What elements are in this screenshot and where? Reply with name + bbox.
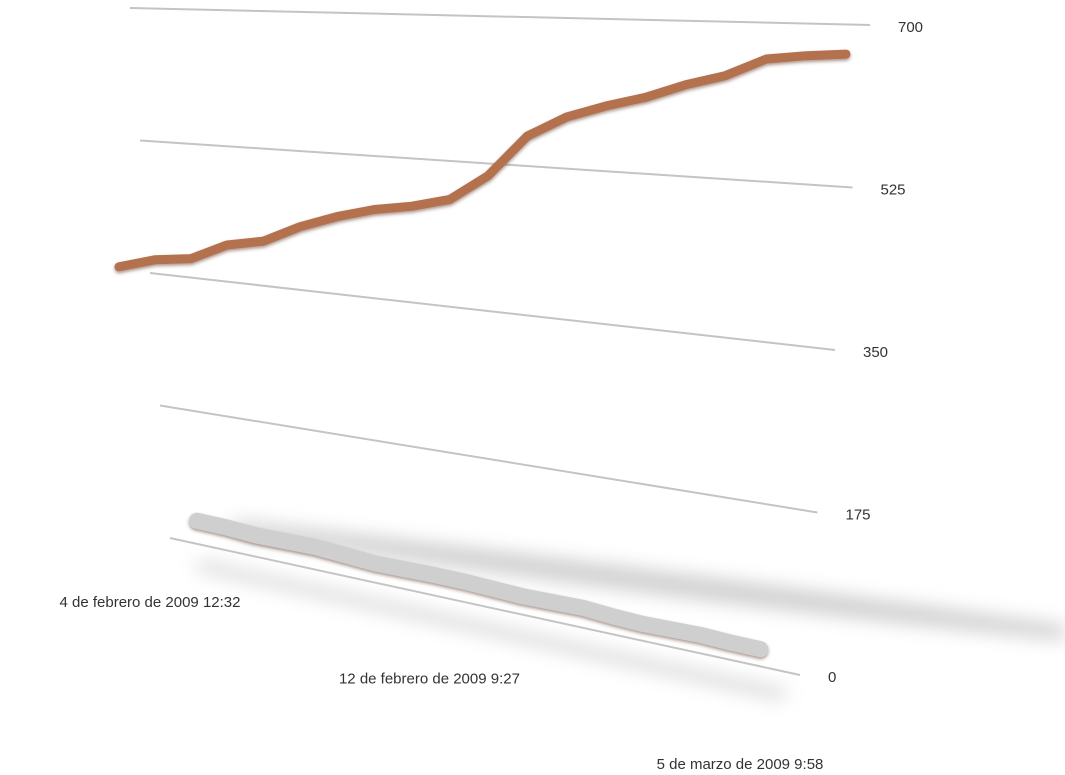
y-tick-label: 350 — [863, 344, 888, 361]
series-line — [114, 49, 851, 272]
grid-line — [149, 272, 836, 351]
y-tick-label: 700 — [898, 19, 923, 36]
series-line — [188, 512, 769, 658]
y-tick-label: 0 — [828, 669, 836, 686]
y-tick-label: 175 — [846, 506, 871, 523]
x-tick-label: 12 de febrero de 2009 9:27 — [339, 671, 520, 688]
x-tick-label: 4 de febrero de 2009 12:32 — [60, 594, 241, 611]
grid-line — [169, 537, 801, 676]
y-tick-label: 525 — [881, 181, 906, 198]
grid-line — [159, 404, 818, 514]
x-tick-label: 5 de marzo de 2009 9:58 — [657, 756, 824, 773]
grid-line — [129, 7, 871, 26]
floor-shadow — [230, 520, 1065, 640]
tube-shadow — [195, 560, 790, 700]
